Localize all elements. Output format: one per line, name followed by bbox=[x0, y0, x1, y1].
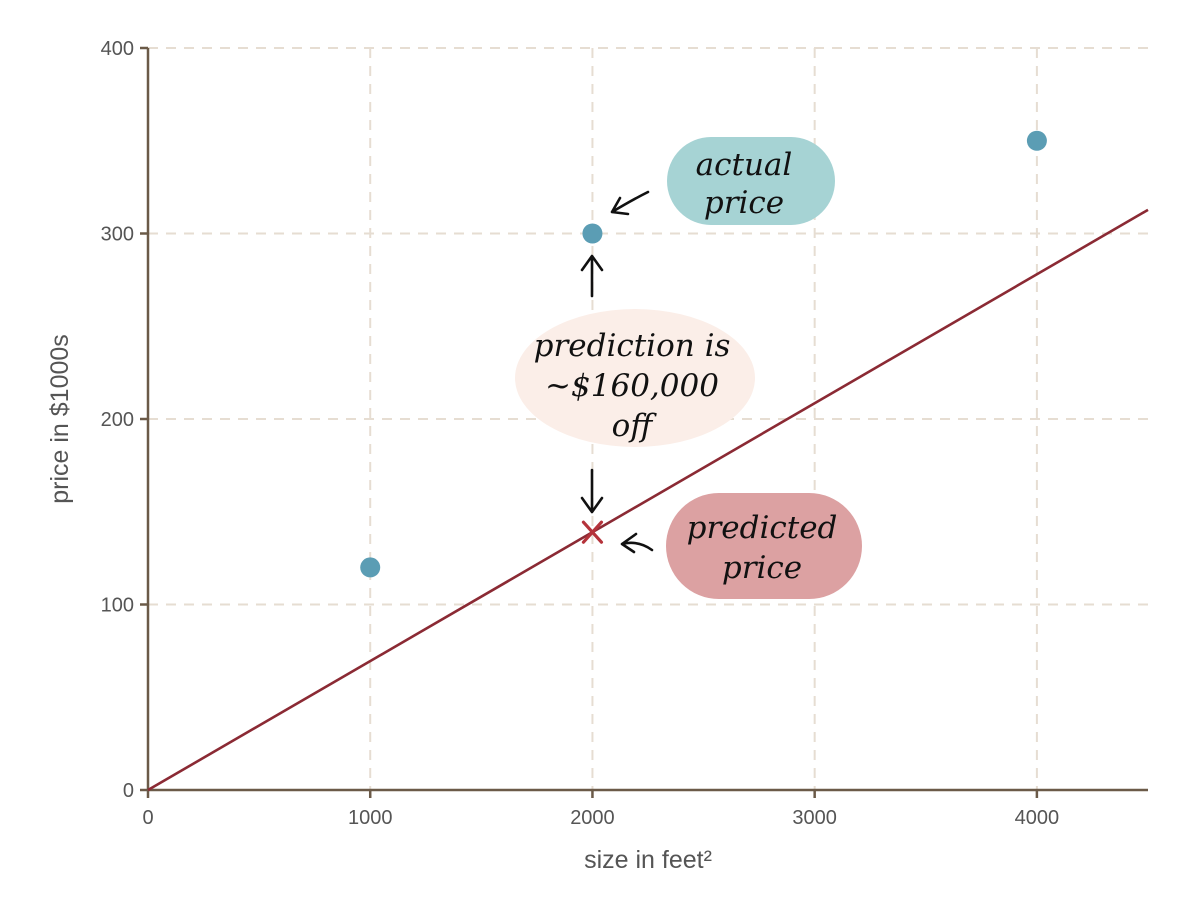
error-label: off bbox=[612, 408, 658, 444]
predicted-price-bubble bbox=[666, 493, 862, 599]
y-tick-label: 0 bbox=[123, 780, 134, 802]
y-axis-title: price in $1000s bbox=[46, 334, 74, 504]
x-tick-label: 4000 bbox=[1015, 807, 1060, 829]
x-tick-label: 3000 bbox=[792, 807, 837, 829]
predicted-arrow bbox=[620, 532, 654, 554]
predicted-price-label: price bbox=[722, 550, 802, 586]
error-arrow-down bbox=[580, 468, 604, 514]
data-point bbox=[360, 557, 381, 578]
grid bbox=[148, 47, 1148, 790]
regression-line bbox=[147, 208, 1149, 792]
x-axis-title: size in feet² bbox=[584, 846, 712, 874]
actual-price-label: price bbox=[704, 185, 784, 221]
y-tick-label: 400 bbox=[101, 38, 134, 60]
axes bbox=[140, 46, 1148, 798]
data-point bbox=[582, 223, 603, 244]
data-point bbox=[1026, 130, 1047, 151]
error-label: prediction is bbox=[534, 328, 731, 364]
x-tick-label: 2000 bbox=[570, 807, 615, 829]
error-arrow-up bbox=[580, 254, 604, 298]
data-points bbox=[360, 130, 1047, 578]
predicted-point-marker bbox=[581, 520, 604, 544]
regression-line-layer bbox=[147, 208, 1149, 792]
y-tick-label: 100 bbox=[101, 595, 134, 617]
predicted-marker-stroke bbox=[581, 520, 604, 544]
error-bubble bbox=[515, 309, 755, 447]
y-tick-label: 300 bbox=[101, 224, 134, 246]
actual-arrow bbox=[610, 190, 650, 216]
x-tick-label: 0 bbox=[142, 807, 153, 829]
error-label: ~$160,000 bbox=[545, 368, 719, 404]
predicted-price-label: predicted bbox=[687, 510, 838, 546]
actual-price-bubble bbox=[667, 137, 835, 225]
y-tick-label: 200 bbox=[101, 409, 134, 431]
x-tick-label: 1000 bbox=[348, 807, 393, 829]
actual-price-label: actual bbox=[696, 147, 793, 183]
